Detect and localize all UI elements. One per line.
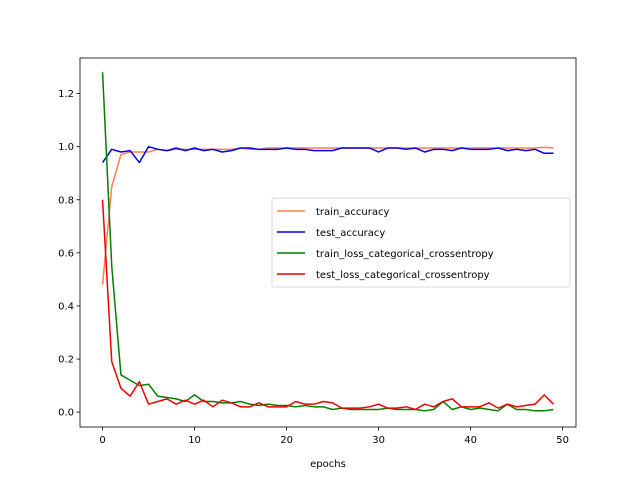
x-tick-label: 50 [556,435,569,446]
legend-label-train-loss-categorical-crossentropy: train_loss_categorical_crossentropy [316,249,494,260]
y-tick-label: 0.0 [58,408,74,419]
series-line-test-loss-categorical-crossentropy [101,199,554,411]
series-line-test-accuracy [101,145,554,164]
x-tick-label: 40 [464,435,477,446]
axes: 0 10 20 30 40 50 0.0 0.2 0.4 0.6 0.8 1.0 1.2 [58,57,577,446]
y-tick-label: 1.2 [58,89,74,100]
legend-label-test-loss-categorical-crossentropy: test_loss_categorical_crossentropy [316,270,490,281]
y-tick-label: 0.8 [58,195,74,206]
legend-label-train-accuracy: train_accuracy [316,207,389,218]
x-axis-label: epochs [310,459,346,470]
x-tick-label: 30 [372,435,385,446]
series-line-train-loss-categorical-crossentropy [101,72,554,412]
series-line-train-accuracy [101,146,554,285]
y-tick-label: 0.4 [58,301,74,312]
x-tick-label: 0 [99,435,105,446]
legend: train_accuracy test_accuracy train_loss_ca… [271,197,571,288]
y-tick-label: 0.6 [58,248,74,259]
y-tick-label: 0.2 [58,355,74,366]
x-tick-label: 10 [188,435,201,446]
axes-frame [79,57,577,428]
x-tick-label: 20 [280,435,293,446]
plot-area [101,72,554,412]
legend-label-test-accuracy: test_accuracy [316,228,385,239]
legend-box [271,197,571,288]
y-tick-label: 1.0 [58,142,74,153]
